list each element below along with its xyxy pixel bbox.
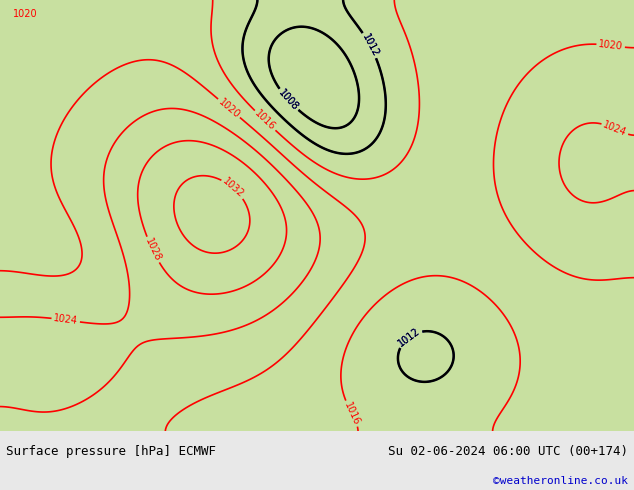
Text: ©weatheronline.co.uk: ©weatheronline.co.uk [493, 476, 628, 486]
Text: 1020: 1020 [216, 97, 242, 120]
Text: 1012: 1012 [396, 326, 422, 348]
Text: 1024: 1024 [53, 314, 79, 327]
Text: 1008: 1008 [276, 87, 301, 112]
Text: 1028: 1028 [143, 237, 162, 263]
Text: 1012: 1012 [359, 32, 380, 58]
Text: 1008: 1008 [276, 87, 301, 112]
Text: 1024: 1024 [602, 120, 628, 138]
Text: 1032: 1032 [221, 176, 246, 200]
Text: 1020: 1020 [598, 39, 623, 52]
Text: 1016: 1016 [342, 400, 361, 427]
Text: Su 02-06-2024 06:00 UTC (00+174): Su 02-06-2024 06:00 UTC (00+174) [387, 445, 628, 458]
Text: 1012: 1012 [359, 32, 380, 58]
Text: Surface pressure [hPa] ECMWF: Surface pressure [hPa] ECMWF [6, 445, 216, 458]
Text: 1012: 1012 [396, 326, 422, 348]
Text: 1016: 1016 [253, 108, 277, 133]
Text: 1020: 1020 [13, 9, 37, 19]
